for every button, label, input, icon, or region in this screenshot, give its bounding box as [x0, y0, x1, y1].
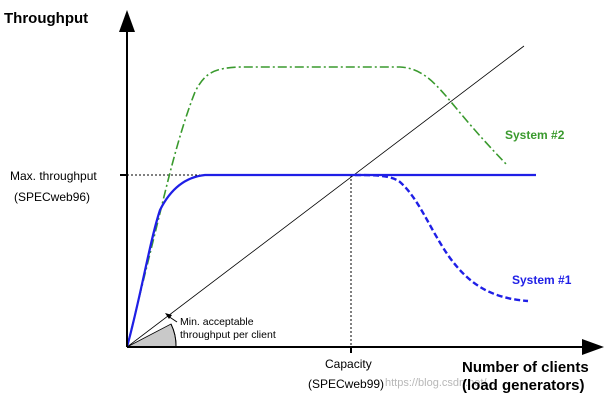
min-acceptable-sublabel: throughput per client: [180, 329, 276, 341]
min-acceptable-pointer-icon: [165, 313, 172, 319]
system-1-degraded-curve: [354, 173, 529, 303]
y-axis-title: Throughput: [4, 10, 88, 27]
max-throughput-label: Max. throughput: [10, 169, 97, 183]
y-axis-arrow-icon: [119, 10, 135, 32]
capacity-sublabel: (SPECweb99): [308, 377, 384, 391]
acceptable-throughput-line: [126, 45, 525, 348]
system-2-curve: [126, 66, 509, 348]
watermark: https://blog.csdn.net/...: [385, 377, 496, 389]
x-axis-subtitle: (load generators): [462, 377, 585, 394]
max-throughput-sublabel: (SPECweb96): [14, 190, 90, 204]
min-acceptable-wedge: [126, 323, 177, 348]
system-2-label: System #2: [505, 128, 565, 142]
x-axis-title: Number of clients: [462, 359, 589, 376]
x-axis-arrow-icon: [582, 339, 604, 355]
min-acceptable-label: Min. acceptable: [180, 316, 254, 328]
system-1-label: System #1: [512, 273, 572, 287]
system-1-curve: [125, 173, 536, 348]
capacity-label: Capacity: [325, 357, 372, 371]
